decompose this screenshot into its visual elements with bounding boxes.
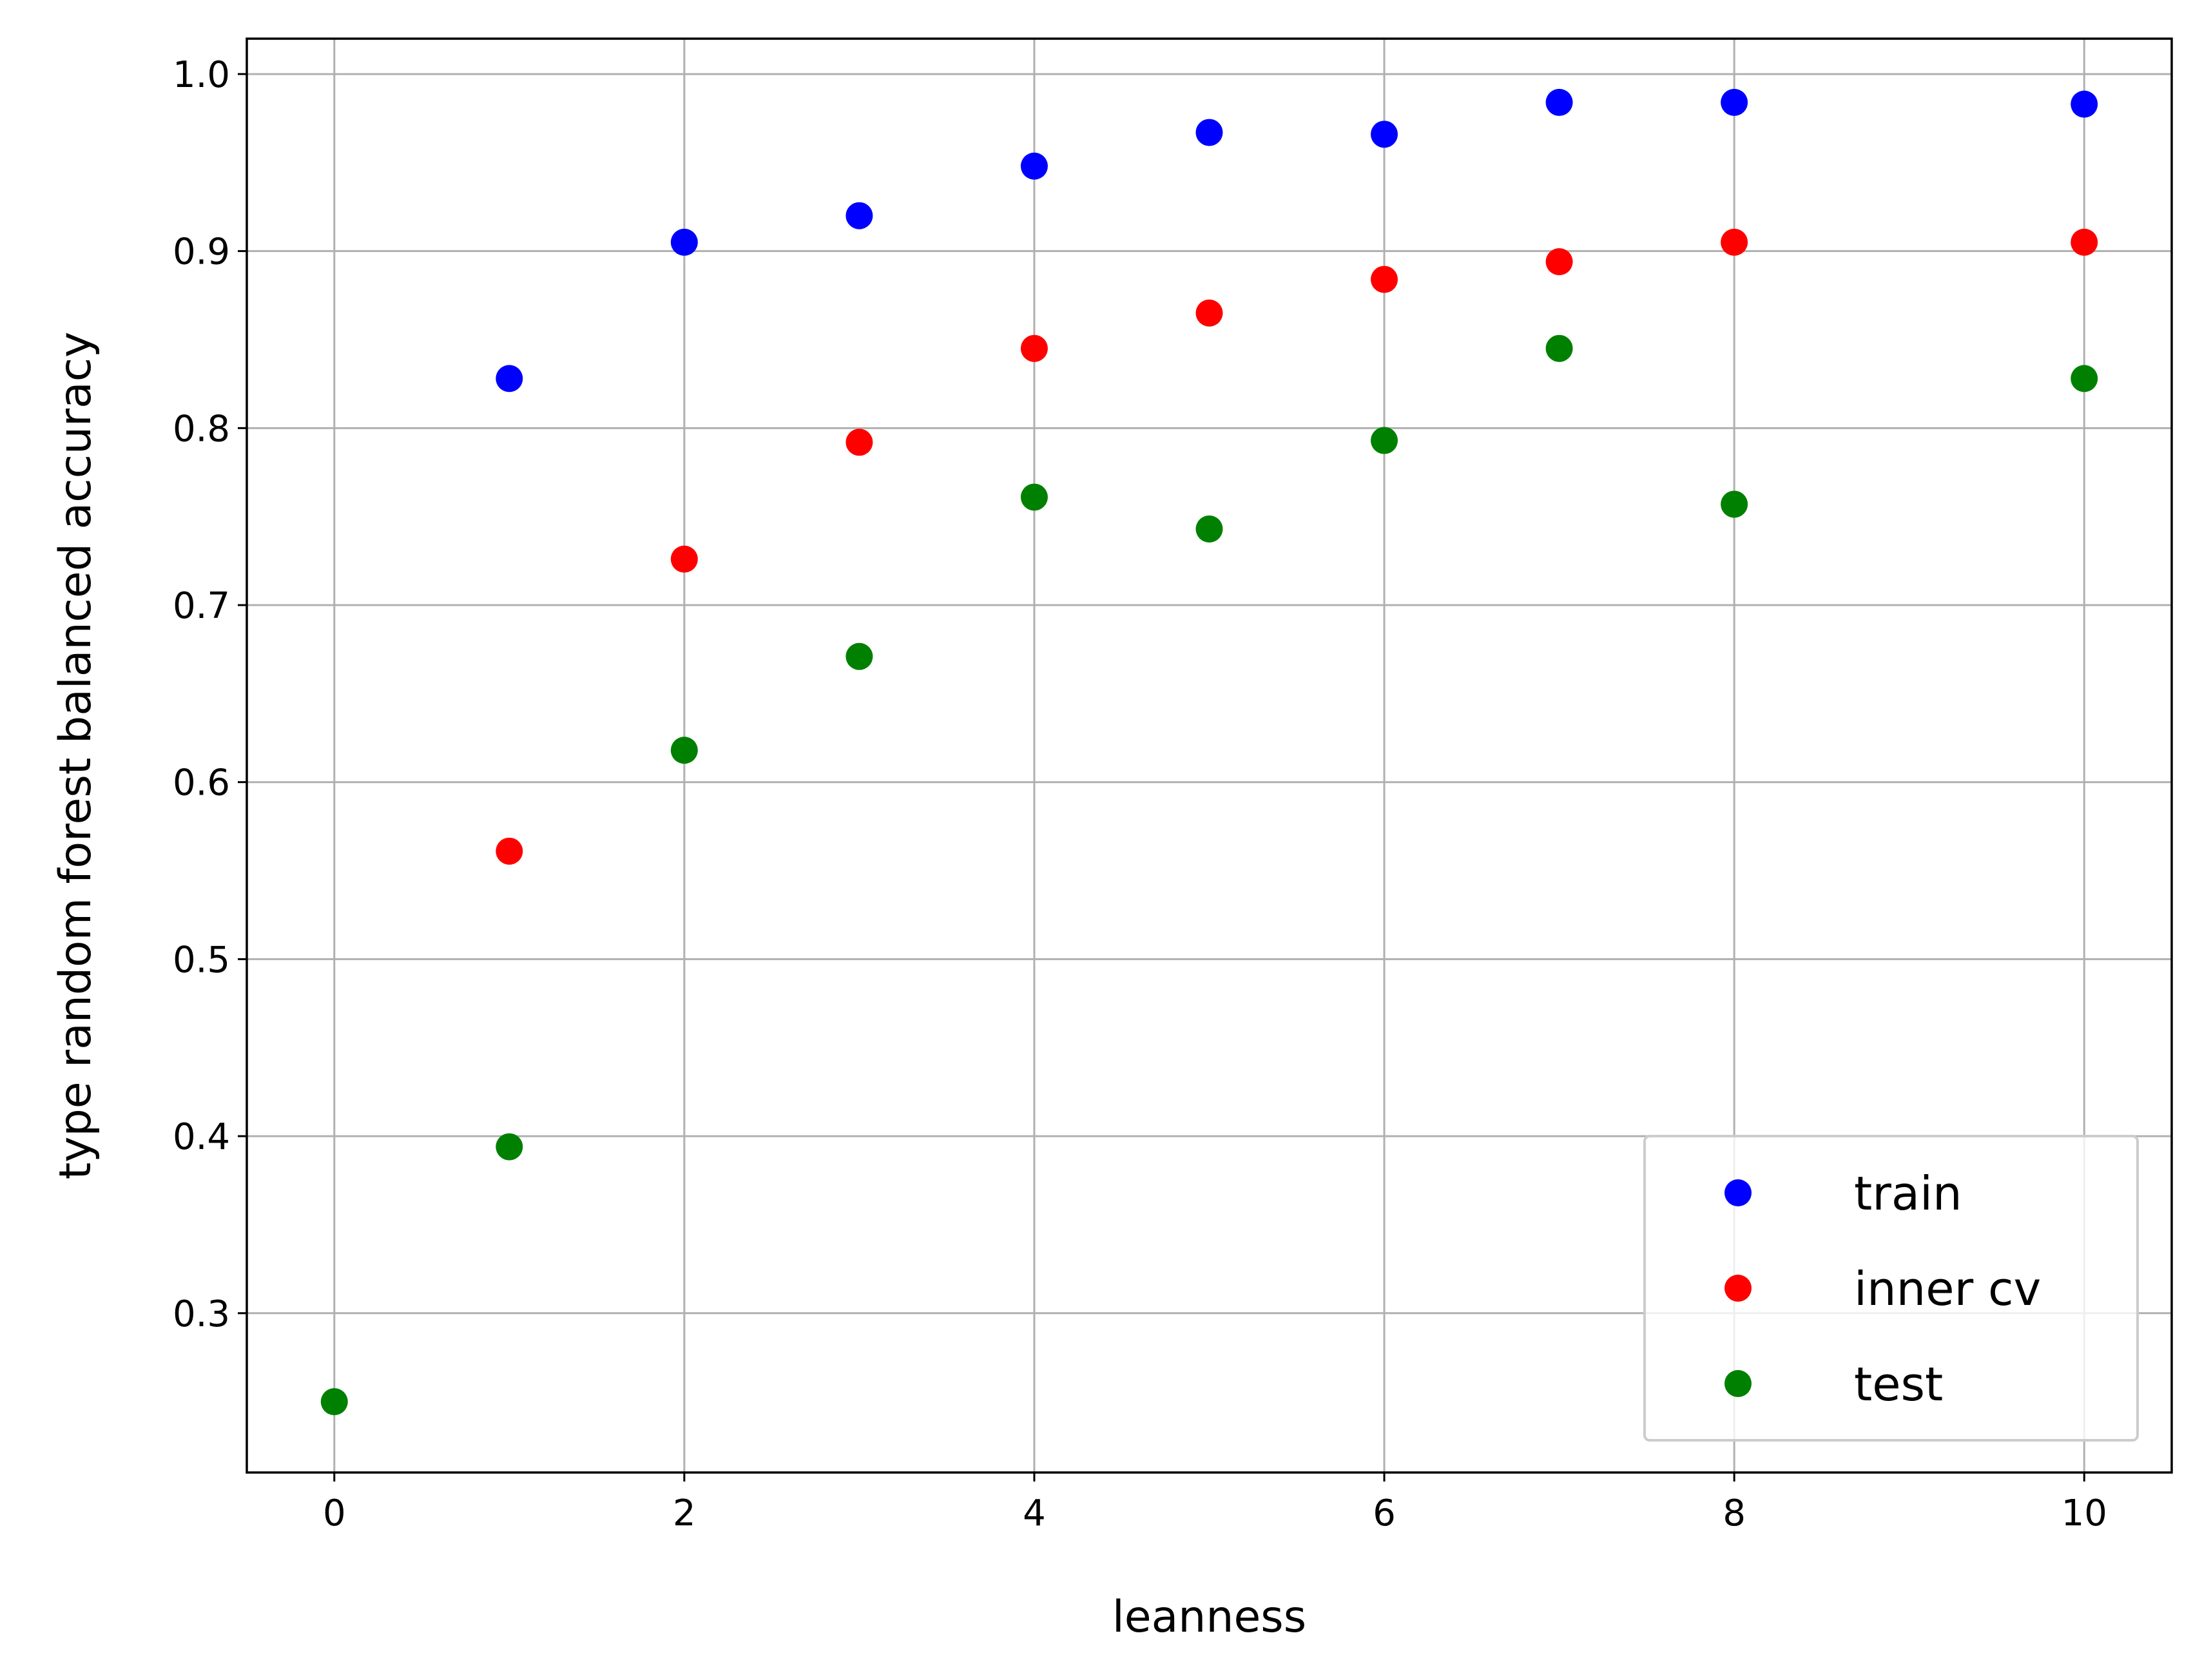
data-point [2071, 228, 2098, 256]
data-point [670, 545, 698, 573]
y-tick-label: 1.0 [173, 54, 230, 96]
y-axis-label: type random forest balanced accuracy [50, 332, 101, 1180]
y-tick-label: 0.6 [173, 762, 230, 804]
data-point [1545, 334, 1573, 362]
legend-marker [1724, 1370, 1752, 1397]
x-tick-label: 6 [1373, 1492, 1396, 1534]
data-point [670, 737, 698, 764]
data-point [1721, 88, 1748, 116]
y-tick-label: 0.7 [173, 585, 230, 627]
data-point [1195, 299, 1223, 327]
data-point [2071, 365, 2098, 392]
series-train [496, 88, 2098, 392]
legend-label: test [1854, 1357, 1943, 1411]
legend-frame [1643, 1135, 2139, 1442]
x-tick-label: 10 [2062, 1492, 2107, 1534]
data-point [1195, 119, 1223, 146]
y-tick-label: 0.5 [173, 939, 230, 981]
data-point [320, 1388, 348, 1416]
x-axis-label: leanness [1112, 1592, 1306, 1643]
legend-item: inner cv [1724, 1262, 2041, 1316]
data-point [1195, 515, 1223, 543]
data-point [1020, 152, 1048, 180]
data-point [845, 202, 873, 229]
data-point [1545, 88, 1573, 116]
data-point [496, 365, 523, 392]
y-tick-label: 0.9 [173, 231, 230, 273]
series-test [320, 334, 2098, 1416]
x-tick-label: 2 [673, 1492, 696, 1534]
y-tick-label: 0.3 [173, 1293, 230, 1335]
data-point [1721, 228, 1748, 256]
x-tick-label: 0 [323, 1492, 346, 1534]
data-point [1020, 334, 1048, 362]
y-tick-label: 0.8 [173, 408, 230, 450]
x-axis-ticks: 0 2 4 6 8 10 [323, 1472, 2107, 1534]
data-point [1371, 266, 1398, 293]
data-point [1721, 490, 1748, 518]
series-inner-cv [496, 228, 2098, 865]
legend-label: inner cv [1854, 1262, 2041, 1316]
legend-label: train [1854, 1166, 1962, 1221]
data-point [670, 228, 698, 256]
legend-item: train [1724, 1166, 1962, 1221]
y-axis-ticks: 0.3 0.4 0.5 0.6 0.7 0.8 0.9 1.0 [173, 54, 247, 1335]
legend: train inner cv test [1643, 1135, 2139, 1442]
x-tick-label: 8 [1723, 1492, 1746, 1534]
data-point [1371, 427, 1398, 454]
data-point [845, 429, 873, 456]
legend-item: test [1724, 1357, 1943, 1411]
data-point [496, 1133, 523, 1161]
legend-marker [1724, 1179, 1752, 1206]
data-point [496, 837, 523, 865]
plot-frame [246, 37, 2173, 1474]
legend-marker [1724, 1275, 1752, 1302]
y-tick-label: 0.4 [173, 1116, 230, 1158]
data-points [320, 88, 2098, 1416]
x-tick-label: 4 [1023, 1492, 1046, 1534]
grid-lines [247, 39, 2172, 1472]
data-point [845, 642, 873, 670]
data-point [1020, 483, 1048, 511]
data-point [2071, 90, 2098, 118]
data-point [1371, 121, 1398, 148]
data-point [1545, 248, 1573, 276]
